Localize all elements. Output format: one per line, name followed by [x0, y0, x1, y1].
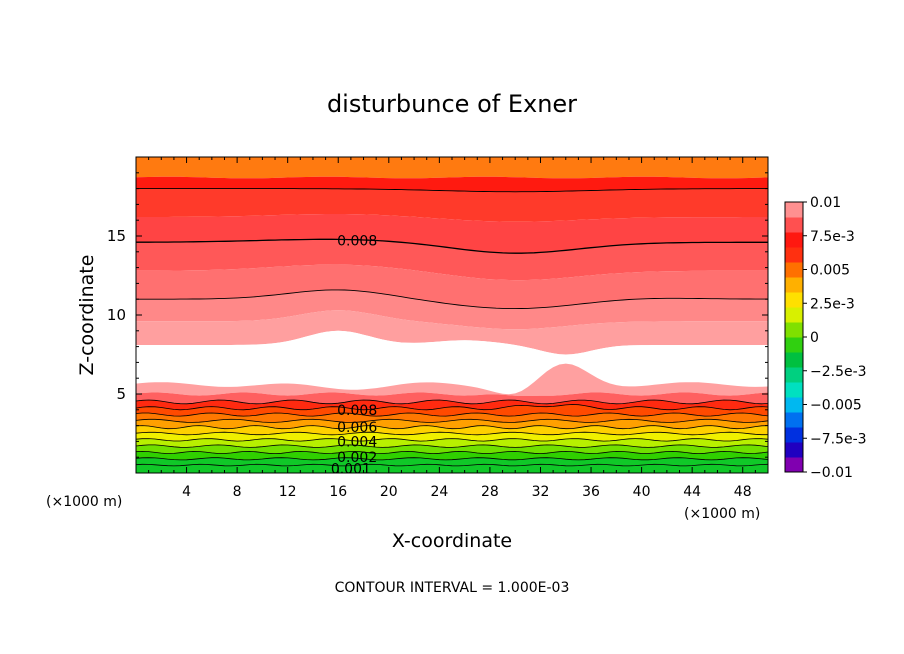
contour-band [136, 392, 768, 404]
contour-band [136, 464, 768, 473]
contour-band [136, 264, 768, 309]
x-axis-ticks: 4 8 12 16 20 24 28 32 36 40 44 48 [148, 157, 756, 500]
x-tick-label: 28 [481, 484, 499, 500]
x-tick-label: 4 [182, 484, 191, 500]
contour-label: 0.004 [337, 434, 377, 450]
colorbar-segment [785, 262, 803, 278]
x-tick-label: 24 [430, 484, 448, 500]
contour-line [135, 404, 769, 411]
colorbar-segment [785, 442, 803, 458]
contour-line [135, 412, 769, 417]
colorbar-segment [785, 337, 803, 353]
colorbar-segment [785, 217, 803, 233]
contour-line [135, 444, 769, 448]
contour-band [136, 413, 768, 423]
x-tick-label: 44 [683, 484, 701, 500]
x-axis-label: X-coordinate [392, 530, 512, 552]
colorbar-tick-label: −7.5e-3 [810, 431, 867, 447]
contour-label: 0.008 [337, 234, 377, 250]
colorbar-segment [785, 457, 803, 473]
colorbar-tick-label: −2.5e-3 [810, 364, 867, 380]
x-unit-label-right: (×1000 m) [684, 506, 760, 522]
colorbar-tick-label: 7.5e-3 [810, 229, 855, 245]
colorbar-tick-label: 0 [810, 330, 819, 346]
y-tick-label: 15 [107, 227, 126, 245]
contour-line [135, 457, 769, 461]
contour-band [136, 239, 768, 281]
colorbar-tick-label: 2.5e-3 [810, 296, 855, 312]
contour-line [135, 450, 769, 455]
x-tick-label: 32 [532, 484, 550, 500]
colorbar-segment [785, 397, 803, 413]
contour-line [135, 431, 768, 436]
contour-line [136, 289, 768, 310]
y-axis-ticks: 5 10 15 [107, 172, 768, 458]
x-tick-label: 36 [582, 484, 600, 500]
colorbar-labels: 0.01 7.5e-3 0.005 2.5e-3 0 −2.5e-3 −0.005 −7.5e… [803, 195, 867, 481]
contour-band [136, 157, 768, 179]
colorbar-tick-label: −0.01 [810, 465, 853, 481]
contour-line [136, 188, 768, 193]
plot-area [136, 157, 768, 473]
chart-title: disturbunce of Exner [327, 90, 577, 118]
colorbar-segment [785, 322, 803, 338]
contour-line [135, 438, 769, 442]
colorbar-segment [785, 307, 803, 323]
contour-label: 0.001 [331, 461, 371, 477]
contour-band [136, 457, 768, 466]
y-tick-label: 5 [116, 385, 126, 403]
colorbar-segment [785, 427, 803, 443]
colorbar-segment [785, 232, 803, 248]
contour-band [136, 419, 768, 429]
x-tick-label: 12 [279, 484, 297, 500]
colorbar [784, 201, 804, 473]
colorbar-segment [785, 202, 803, 218]
contour-label: 0.006 [337, 420, 377, 436]
contour-line [135, 399, 769, 405]
contour-line [135, 425, 769, 430]
contour-band [136, 400, 768, 410]
colorbar-segment [785, 277, 803, 293]
contour-band [136, 404, 768, 417]
colorbar-segment [785, 352, 803, 368]
contour-line [135, 418, 769, 423]
x-tick-label: 16 [329, 484, 347, 500]
contour-band-white [136, 330, 768, 395]
contour-band [136, 310, 768, 355]
contour-band [136, 214, 768, 254]
contour-line [135, 463, 769, 467]
x-tick-label: 20 [380, 484, 398, 500]
contour-lines [135, 188, 769, 467]
contour-band [136, 188, 768, 222]
contour-label: 0.002 [337, 450, 377, 466]
contour-band [136, 176, 768, 192]
y-tick-label: 10 [107, 306, 126, 324]
contour-band [136, 451, 768, 460]
colorbar-segment [785, 367, 803, 383]
contour-interval-text: CONTOUR INTERVAL = 1.000E-03 [335, 580, 570, 596]
colorbar-segment [785, 292, 803, 308]
colorbar-tick-label: 0.005 [810, 263, 850, 279]
contour-label: 0.008 [337, 403, 377, 419]
colorbar-tick-label: −0.005 [810, 398, 862, 414]
contour-band [136, 363, 768, 396]
x-tick-label: 40 [633, 484, 651, 500]
contour-band [136, 289, 768, 330]
y-axis-label: Z-coordinate [76, 255, 98, 376]
x-unit-label-left: (×1000 m) [46, 494, 122, 510]
contour-line [136, 238, 768, 254]
colorbar-segment [785, 247, 803, 263]
colorbar-segment [785, 382, 803, 398]
colorbar-tick-label: 0.01 [810, 195, 841, 211]
x-tick-label: 8 [233, 484, 242, 500]
colorbar-segment [785, 412, 803, 428]
x-tick-label: 48 [734, 484, 752, 500]
